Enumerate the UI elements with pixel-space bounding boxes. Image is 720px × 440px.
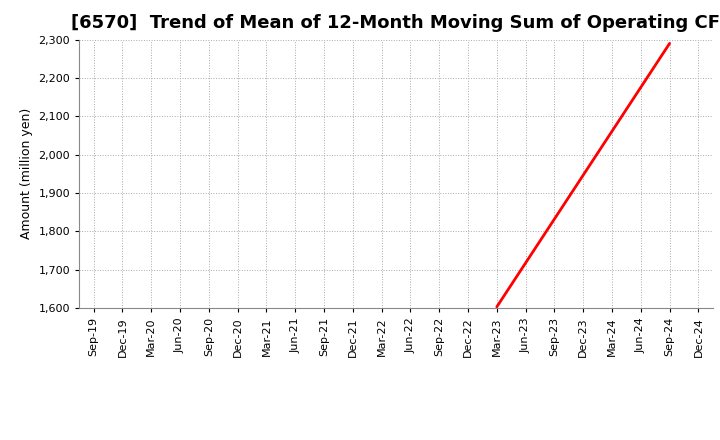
Title: [6570]  Trend of Mean of 12-Month Moving Sum of Operating CF: [6570] Trend of Mean of 12-Month Moving … bbox=[71, 15, 720, 33]
Y-axis label: Amount (million yen): Amount (million yen) bbox=[20, 108, 33, 239]
